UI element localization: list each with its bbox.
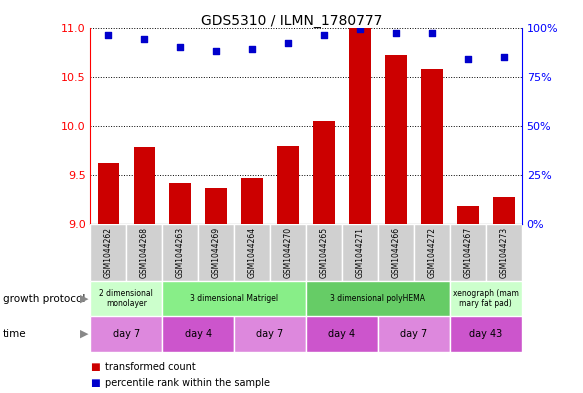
Point [391,30,401,37]
Text: GSM1044264: GSM1044264 [248,227,257,278]
Text: ▶: ▶ [80,294,89,304]
Bar [342,224,378,281]
Bar [421,69,442,224]
Bar [170,183,191,224]
Bar [270,224,306,281]
Text: percentile rank within the sample: percentile rank within the sample [105,378,270,388]
Bar [457,206,479,224]
Point [319,32,329,39]
Point [355,26,365,33]
Bar [97,163,119,224]
Point [104,32,113,39]
Text: day 7: day 7 [257,329,284,339]
Bar [162,224,198,281]
Point [427,30,437,37]
Text: GSM1044271: GSM1044271 [356,227,364,278]
Text: day 4: day 4 [328,329,356,339]
Bar [378,316,450,352]
Bar [378,224,414,281]
Bar [493,196,515,224]
Text: GSM1044269: GSM1044269 [212,227,221,278]
Bar [198,224,234,281]
Bar [127,224,162,281]
Bar [349,28,371,224]
Bar [205,188,227,224]
Text: day 7: day 7 [401,329,427,339]
Text: GSM1044270: GSM1044270 [283,227,293,278]
Point [212,48,221,54]
Bar [134,147,155,224]
Text: transformed count: transformed count [105,362,196,373]
Text: GSM1044266: GSM1044266 [391,227,401,278]
Bar [162,281,306,316]
Bar [90,281,162,316]
Bar [450,281,522,316]
Text: day 4: day 4 [185,329,212,339]
Point [463,56,472,62]
Bar [450,224,486,281]
Point [499,54,508,60]
Point [283,40,293,46]
Text: 2 dimensional
monolayer: 2 dimensional monolayer [99,289,153,309]
Text: xenograph (mam
mary fat pad): xenograph (mam mary fat pad) [453,289,519,309]
Text: ▶: ▶ [80,329,89,339]
Point [247,46,257,52]
Text: GSM1044268: GSM1044268 [140,227,149,278]
Text: day 43: day 43 [469,329,503,339]
Bar [450,316,522,352]
Text: growth protocol: growth protocol [3,294,85,304]
Point [175,44,185,50]
Text: GSM1044272: GSM1044272 [427,227,437,278]
Text: GDS5310 / ILMN_1780777: GDS5310 / ILMN_1780777 [201,14,382,28]
Text: GSM1044267: GSM1044267 [463,227,472,278]
Bar [162,316,234,352]
Text: GSM1044263: GSM1044263 [175,227,185,278]
Bar [278,147,299,224]
Bar [414,224,450,281]
Text: 3 dimensional Matrigel: 3 dimensional Matrigel [190,294,278,303]
Bar [234,316,306,352]
Bar [306,281,450,316]
Text: 3 dimensional polyHEMA: 3 dimensional polyHEMA [331,294,426,303]
Bar [234,224,270,281]
Text: GSM1044262: GSM1044262 [104,227,113,278]
Point [139,36,149,42]
Bar [306,224,342,281]
Bar [90,224,127,281]
Bar [486,224,522,281]
Text: GSM1044273: GSM1044273 [499,227,508,278]
Bar [385,55,407,224]
Bar [90,316,162,352]
Text: ■: ■ [90,362,100,373]
Bar [306,316,378,352]
Bar [313,121,335,224]
Text: time: time [3,329,27,339]
Text: ■: ■ [90,378,100,388]
Text: GSM1044265: GSM1044265 [319,227,329,278]
Text: day 7: day 7 [113,329,140,339]
Bar [241,178,263,224]
